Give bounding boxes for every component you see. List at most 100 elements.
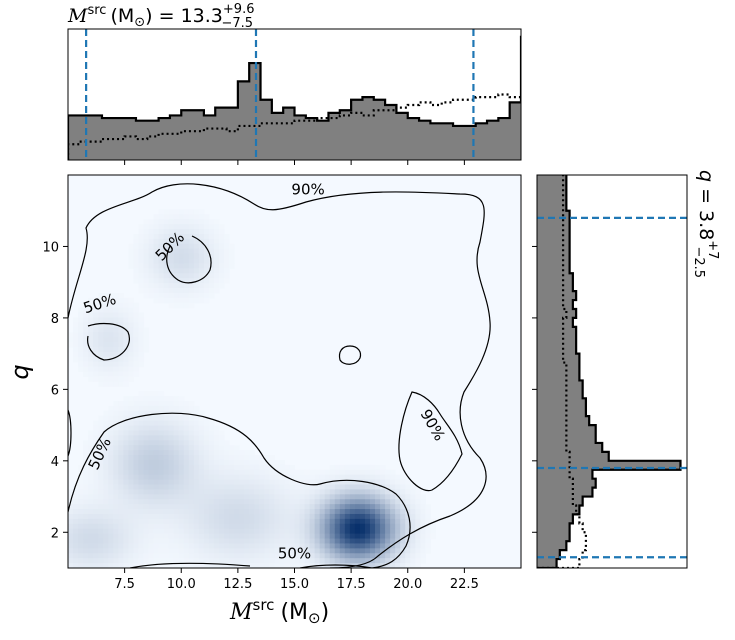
density-cell — [349, 494, 356, 500]
density-cell — [289, 538, 296, 545]
density-cell — [143, 435, 150, 441]
density-cell — [73, 548, 79, 554]
density-cell — [103, 459, 109, 466]
density-cell — [279, 558, 286, 564]
density-cell — [364, 499, 371, 505]
density-cell — [163, 420, 170, 427]
density-cell — [390, 494, 396, 500]
density-cell — [183, 248, 190, 255]
density-cell — [329, 558, 336, 564]
density-cell — [299, 523, 306, 530]
density-cell — [213, 548, 220, 554]
density-cell — [314, 528, 321, 535]
density-cell — [143, 474, 150, 481]
density-cell — [213, 273, 220, 279]
chirp-mass-histogram — [67, 28, 522, 165]
density-cell — [78, 558, 84, 564]
density-cell — [143, 415, 150, 422]
density-cell — [148, 396, 155, 402]
density-cell — [249, 528, 255, 535]
density-cell — [88, 337, 94, 343]
density-cell — [93, 317, 99, 323]
density-cell — [133, 346, 140, 353]
density-cell — [203, 518, 210, 525]
density-cell — [188, 459, 195, 466]
density-cell — [173, 405, 180, 412]
density-cell — [113, 337, 119, 343]
density-cell — [254, 484, 260, 490]
density-cell — [133, 396, 140, 402]
density-cell — [208, 469, 215, 476]
density-cell — [148, 238, 155, 245]
density-cell — [118, 543, 124, 549]
density-cell — [138, 263, 145, 269]
density-cell — [213, 464, 220, 471]
density-cell — [123, 322, 129, 328]
density-cell — [153, 287, 160, 294]
density-cell — [153, 219, 160, 225]
density-cell — [314, 494, 321, 500]
density-cell — [229, 450, 235, 456]
density-cell — [219, 523, 225, 530]
density-cell — [380, 518, 386, 525]
density-cell — [224, 450, 230, 456]
density-cell — [173, 209, 180, 215]
density-cell — [123, 337, 129, 343]
density-cell — [98, 563, 104, 568]
density-cell — [390, 523, 396, 530]
density-cell — [239, 484, 245, 490]
density-cell — [289, 504, 296, 510]
density-cell — [344, 528, 351, 535]
density-cell — [178, 219, 185, 225]
density-cell — [239, 494, 245, 500]
density-cell — [183, 420, 190, 427]
density-cell — [153, 484, 160, 490]
density-cell — [208, 233, 215, 240]
density-cell — [93, 327, 99, 333]
density-cell — [309, 494, 316, 500]
density-cell — [118, 479, 124, 486]
density-cell — [83, 553, 89, 559]
density-cell — [93, 337, 99, 343]
density-cell — [108, 518, 114, 525]
density-cell — [88, 459, 94, 466]
density-cell — [123, 297, 129, 304]
density-cell — [113, 499, 119, 505]
density-cell — [128, 302, 135, 309]
density-cell — [143, 553, 150, 559]
density-cell — [163, 430, 170, 436]
density-cell — [133, 410, 140, 417]
density-cell — [329, 533, 336, 540]
density-cell — [83, 523, 89, 530]
density-cell — [133, 307, 140, 314]
density-cell — [304, 513, 311, 520]
density-cell — [324, 489, 331, 495]
density-cell — [224, 484, 230, 490]
density-cell — [324, 543, 331, 549]
density-cell — [158, 474, 165, 481]
density-cell — [299, 469, 306, 476]
density-cell — [108, 346, 114, 353]
density-cell — [203, 243, 210, 250]
density-cell — [158, 233, 165, 240]
density-cell — [133, 233, 140, 240]
density-cell — [213, 430, 220, 436]
density-cell — [68, 513, 74, 520]
density-cell — [173, 455, 180, 461]
density-cell — [203, 499, 210, 505]
density-cell — [395, 513, 401, 520]
density-cell — [163, 219, 170, 225]
density-cell — [183, 440, 190, 446]
density-cell — [78, 543, 84, 549]
density-cell — [138, 229, 145, 235]
density-cell — [329, 494, 336, 500]
density-cell — [183, 287, 190, 294]
density-cell — [173, 528, 180, 535]
density-cell — [254, 528, 260, 535]
density-cell — [148, 518, 155, 525]
density-cell — [274, 494, 280, 500]
density-cell — [289, 484, 296, 490]
density-cell — [339, 553, 346, 559]
density-cell — [274, 553, 280, 559]
